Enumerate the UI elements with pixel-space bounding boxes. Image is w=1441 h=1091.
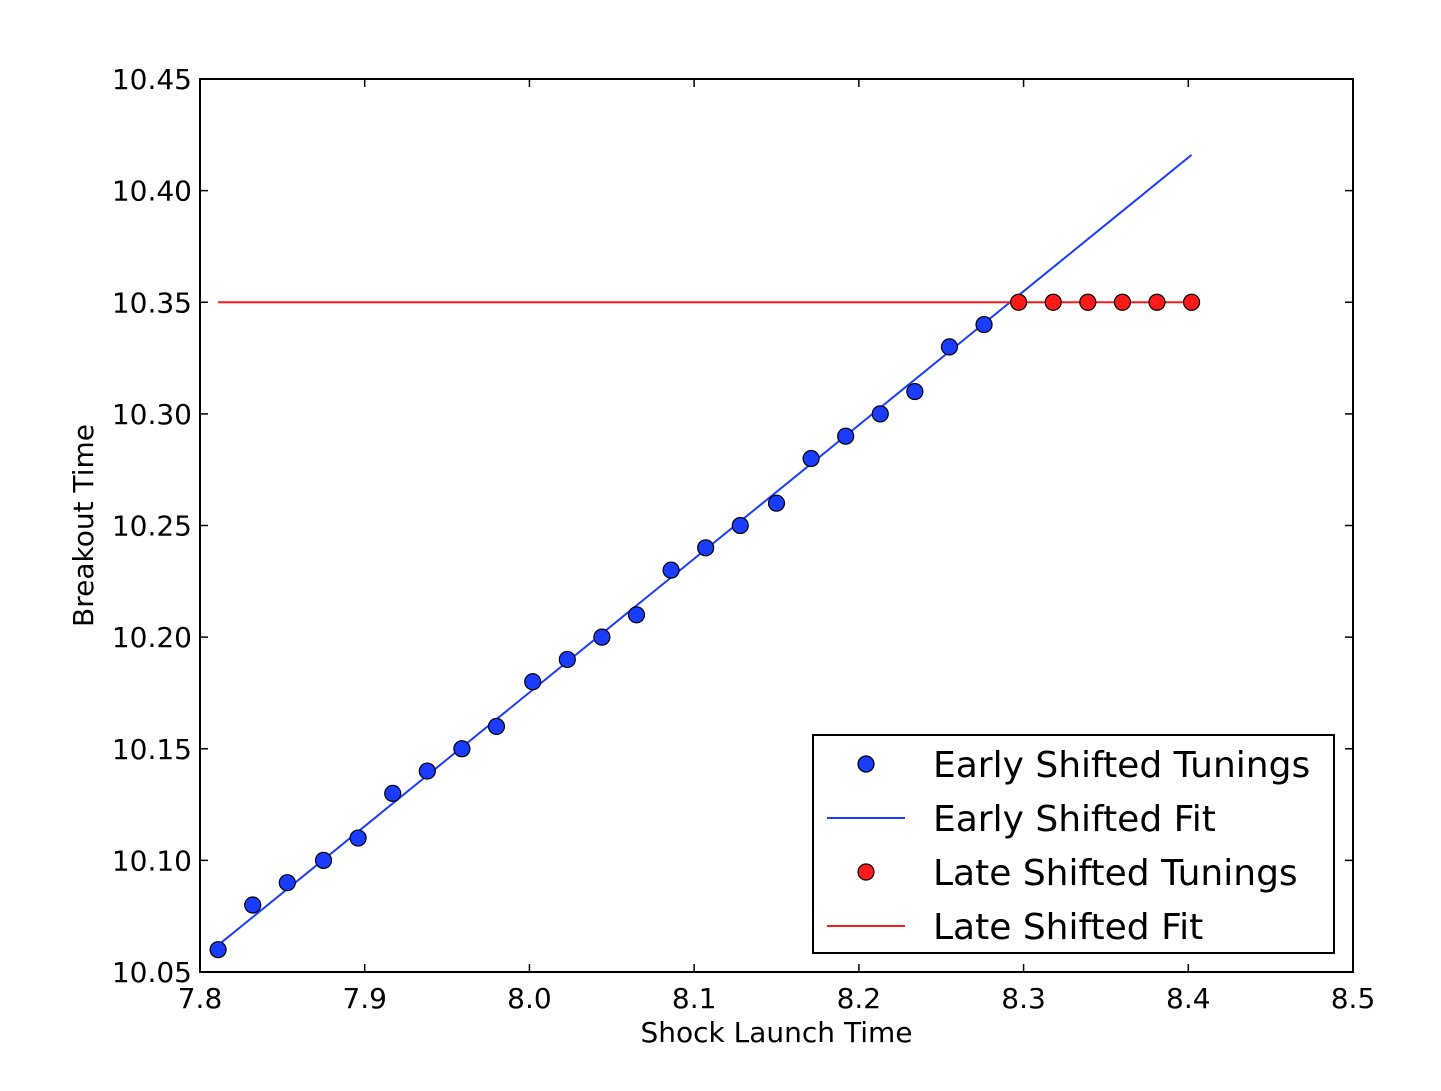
data-point <box>662 561 680 579</box>
y-tick-label: 10.20 <box>112 621 192 654</box>
x-tick-label: 8.3 <box>1001 982 1046 1015</box>
data-point <box>1079 293 1097 311</box>
data-point <box>524 673 542 691</box>
data-point <box>384 784 402 803</box>
axis-ticks <box>199 78 1354 973</box>
data-point <box>731 516 749 535</box>
data-point <box>349 829 367 847</box>
legend-label-1: Early Shifted Tunings <box>933 745 1310 786</box>
data-point <box>871 405 889 423</box>
data-point <box>1113 293 1132 311</box>
data-point <box>453 740 471 758</box>
x-axis-label: Shock Launch Time <box>641 1016 913 1049</box>
data-point <box>1010 293 1028 311</box>
legend-marker-1 <box>857 755 875 773</box>
data-point <box>593 628 611 646</box>
legend-box <box>812 734 1335 954</box>
y-tick-label: 10.35 <box>112 286 192 319</box>
data-point <box>244 896 262 914</box>
data-point <box>418 762 436 780</box>
data-point <box>767 494 786 512</box>
data-point <box>940 338 959 356</box>
data-point <box>278 874 296 892</box>
legend-label-3: Late Shifted Tunings <box>933 853 1298 894</box>
x-tick-label: 8.4 <box>1166 982 1211 1015</box>
y-tick-label: 10.15 <box>112 733 192 766</box>
plot-marks <box>209 154 1201 959</box>
legend: Early Shifted Tunings Early Shifted Fit La… <box>812 734 1335 954</box>
data-point <box>558 650 576 669</box>
tick-labels: 7.8 7.9 8.0 8.1 8.2 8.3 8.4 8.5 10.05 10.10 10.15 1… <box>112 63 1375 1015</box>
x-tick-label: 7.9 <box>342 982 387 1015</box>
data-point <box>487 717 506 736</box>
legend-label-4: Late Shifted Fit <box>933 907 1203 948</box>
data-point <box>1148 293 1166 311</box>
legend-label-2: Early Shifted Fit <box>933 799 1216 840</box>
x-tick-label: 8.2 <box>837 982 882 1015</box>
data-point <box>802 449 820 468</box>
data-point <box>627 606 646 624</box>
data-point <box>906 382 924 401</box>
y-tick-label: 10.10 <box>112 844 192 877</box>
y-tick-label: 10.05 <box>112 956 192 989</box>
data-point <box>314 851 333 869</box>
x-tick-label: 8.0 <box>507 982 552 1015</box>
x-tick-label: 7.8 <box>178 982 223 1015</box>
y-tick-label: 10.40 <box>112 175 192 208</box>
y-tick-label: 10.45 <box>112 63 192 96</box>
legend-marker-3 <box>857 863 875 881</box>
data-point <box>837 427 855 445</box>
x-tick-label: 8.1 <box>672 982 717 1015</box>
y-tick-label: 10.25 <box>112 510 192 543</box>
data-point <box>1044 293 1062 311</box>
y-tick-label: 10.30 <box>112 398 192 431</box>
data-point <box>209 941 227 959</box>
data-point <box>975 315 993 334</box>
data-point <box>1182 293 1201 311</box>
y-axis-label: Breakout Time <box>67 424 100 627</box>
x-tick-label: 8.5 <box>1331 982 1376 1015</box>
data-point <box>697 539 715 557</box>
